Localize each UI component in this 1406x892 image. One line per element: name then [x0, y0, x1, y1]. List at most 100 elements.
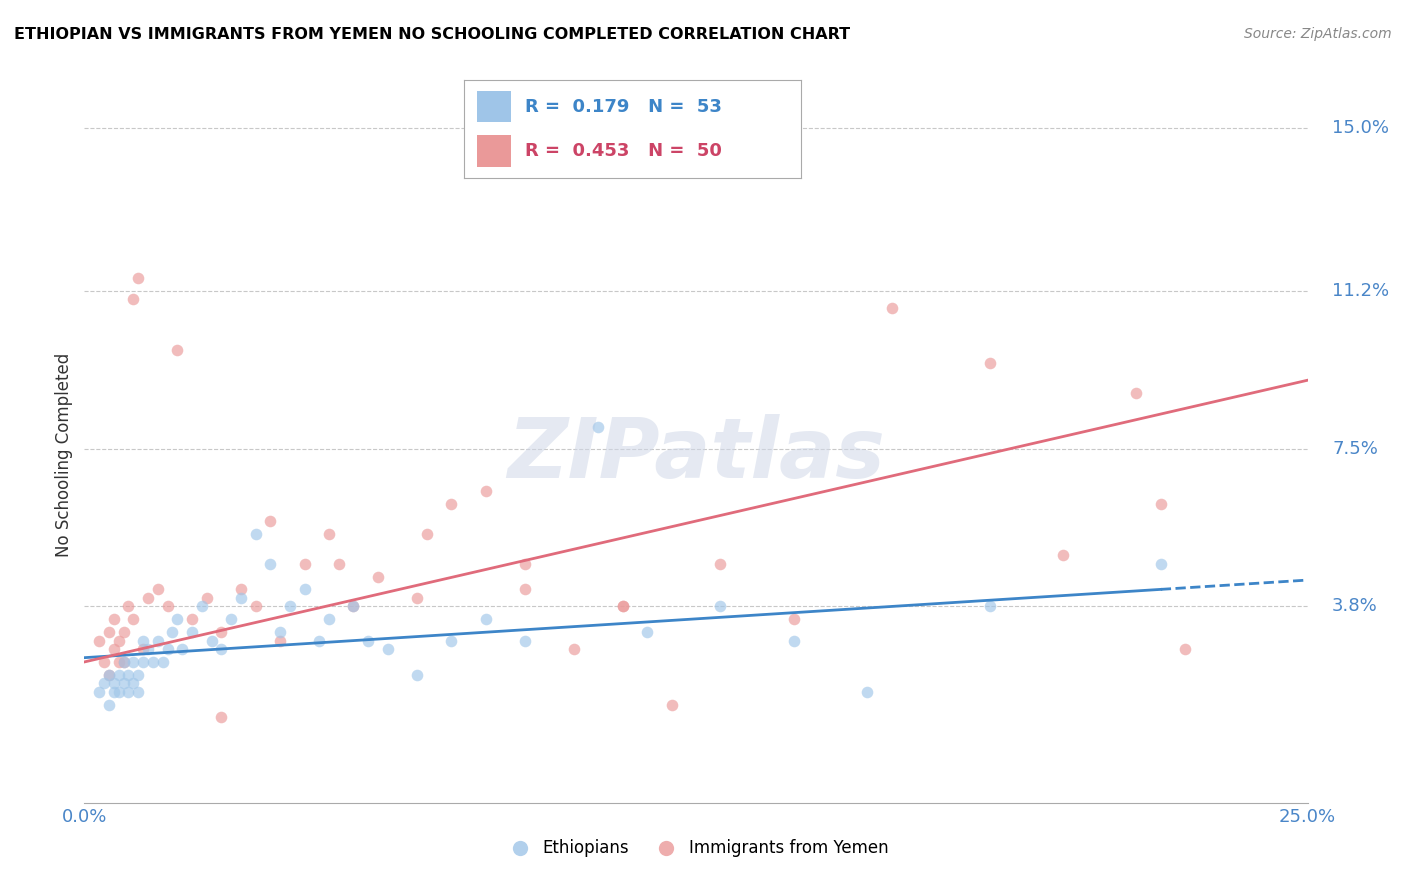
Point — [146, 582, 169, 597]
Point — [181, 612, 204, 626]
Point — [979, 356, 1001, 370]
Point — [269, 625, 291, 640]
Point — [513, 633, 536, 648]
Point — [142, 655, 165, 669]
Point — [122, 612, 145, 626]
Text: R =  0.453   N =  50: R = 0.453 N = 50 — [524, 142, 721, 160]
Point — [440, 633, 463, 648]
Text: 11.2%: 11.2% — [1331, 282, 1389, 300]
Point — [416, 527, 439, 541]
Point — [117, 667, 139, 681]
Point — [308, 633, 330, 648]
Point — [709, 599, 731, 614]
Point — [245, 527, 267, 541]
Point — [146, 633, 169, 648]
Point — [112, 676, 135, 690]
Point — [219, 612, 242, 626]
Point — [474, 612, 496, 626]
Point — [103, 676, 125, 690]
Point — [162, 625, 184, 640]
Legend: Ethiopians, Immigrants from Yemen: Ethiopians, Immigrants from Yemen — [496, 833, 896, 864]
Point — [107, 633, 129, 648]
Point — [1174, 642, 1197, 657]
Point — [440, 497, 463, 511]
Point — [1125, 386, 1147, 401]
Point — [107, 655, 129, 669]
Point — [93, 676, 115, 690]
Point — [107, 667, 129, 681]
Point — [612, 599, 634, 614]
Point — [259, 514, 281, 528]
Point — [132, 642, 155, 657]
Point — [783, 612, 806, 626]
Point — [122, 655, 145, 669]
Point — [209, 625, 232, 640]
Point — [979, 599, 1001, 614]
Point — [132, 633, 155, 648]
Point — [406, 667, 429, 681]
Text: Source: ZipAtlas.com: Source: ZipAtlas.com — [1244, 27, 1392, 41]
Text: R =  0.179   N =  53: R = 0.179 N = 53 — [524, 98, 721, 116]
Point — [122, 292, 145, 306]
Point — [661, 698, 683, 712]
Point — [636, 625, 658, 640]
Point — [117, 599, 139, 614]
Text: 15.0%: 15.0% — [1331, 120, 1389, 137]
Point — [278, 599, 301, 614]
Point — [318, 612, 340, 626]
Point — [406, 591, 429, 605]
Text: 3.8%: 3.8% — [1331, 598, 1378, 615]
Point — [191, 599, 214, 614]
Point — [156, 599, 179, 614]
Point — [783, 633, 806, 648]
Point — [132, 655, 155, 669]
Point — [107, 685, 129, 699]
Point — [474, 484, 496, 499]
Bar — [478, 91, 512, 122]
Point — [112, 655, 135, 669]
Text: ETHIOPIAN VS IMMIGRANTS FROM YEMEN NO SCHOOLING COMPLETED CORRELATION CHART: ETHIOPIAN VS IMMIGRANTS FROM YEMEN NO SC… — [14, 27, 851, 42]
Point — [122, 676, 145, 690]
Point — [181, 625, 204, 640]
Point — [294, 557, 316, 571]
Point — [97, 667, 120, 681]
Point — [269, 633, 291, 648]
Text: 7.5%: 7.5% — [1331, 440, 1378, 458]
Point — [117, 685, 139, 699]
Point — [97, 698, 120, 712]
Point — [586, 420, 609, 434]
Point — [127, 667, 149, 681]
Point — [377, 642, 399, 657]
Point — [357, 633, 380, 648]
Point — [880, 301, 903, 315]
Point — [513, 557, 536, 571]
Point — [229, 591, 252, 605]
Point — [318, 527, 340, 541]
Point — [166, 612, 188, 626]
Point — [367, 569, 389, 583]
Point — [229, 582, 252, 597]
Point — [152, 655, 174, 669]
Point — [87, 633, 110, 648]
Point — [103, 612, 125, 626]
Point — [1150, 557, 1173, 571]
Point — [209, 710, 232, 724]
Point — [562, 642, 585, 657]
Point — [127, 685, 149, 699]
Point — [103, 642, 125, 657]
Point — [127, 270, 149, 285]
Point — [97, 625, 120, 640]
Point — [97, 667, 120, 681]
Point — [209, 642, 232, 657]
Point — [103, 685, 125, 699]
Point — [112, 655, 135, 669]
Point — [136, 642, 159, 657]
Point — [709, 557, 731, 571]
Point — [259, 557, 281, 571]
Point — [93, 655, 115, 669]
Point — [342, 599, 364, 614]
Point — [328, 557, 350, 571]
Point — [136, 591, 159, 605]
Point — [172, 642, 194, 657]
Point — [112, 625, 135, 640]
